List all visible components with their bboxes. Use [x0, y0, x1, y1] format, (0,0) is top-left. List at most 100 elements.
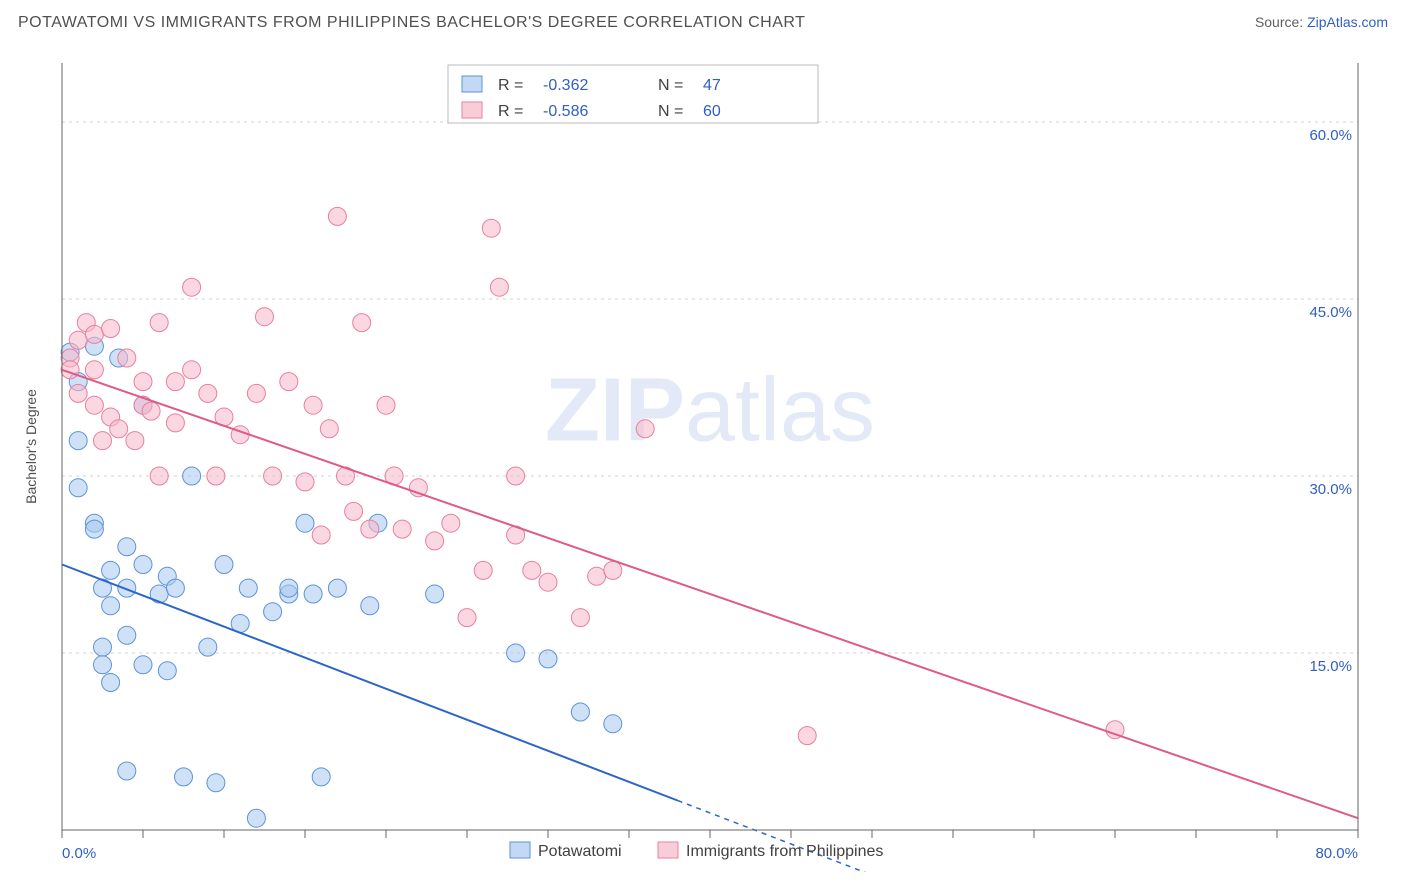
- data-point: [166, 579, 184, 597]
- data-point: [280, 579, 298, 597]
- legend-n-label: N =: [658, 77, 683, 94]
- data-point: [320, 420, 338, 438]
- legend-n-label: N =: [658, 103, 683, 120]
- data-point: [458, 609, 476, 627]
- y-tick-label: 60.0%: [1309, 127, 1352, 144]
- data-point: [85, 361, 103, 379]
- series-legend-label: Potawatomi: [538, 843, 622, 860]
- data-point: [118, 579, 136, 597]
- y-tick-label: 15.0%: [1309, 658, 1352, 675]
- data-point: [442, 514, 460, 532]
- series-legend-swatch: [658, 842, 678, 858]
- data-point: [118, 349, 136, 367]
- data-point: [183, 278, 201, 296]
- data-point: [239, 579, 257, 597]
- chart-title: POTAWATOMI VS IMMIGRANTS FROM PHILIPPINE…: [18, 14, 805, 31]
- x-tick-label: 80.0%: [1315, 845, 1358, 862]
- x-tick-label: 0.0%: [62, 845, 96, 862]
- data-point: [304, 396, 322, 414]
- data-point: [69, 331, 87, 349]
- legend-n-value: 60: [703, 103, 721, 120]
- source-prefix: Source:: [1255, 14, 1307, 30]
- y-axis-label: Bachelor's Degree: [23, 389, 39, 504]
- data-point: [247, 809, 265, 827]
- data-point: [604, 715, 622, 733]
- data-point: [474, 561, 492, 579]
- data-point: [312, 526, 330, 544]
- data-point: [490, 278, 508, 296]
- watermark: ZIPatlas: [545, 361, 875, 461]
- data-point: [571, 703, 589, 721]
- data-point: [539, 650, 557, 668]
- series-legend-label: Immigrants from Philippines: [686, 843, 883, 860]
- data-point: [507, 467, 525, 485]
- series-philippines: [61, 207, 1124, 744]
- data-point: [85, 520, 103, 538]
- legend-n-value: 47: [703, 77, 721, 94]
- data-point: [118, 538, 136, 556]
- data-point: [296, 473, 314, 491]
- data-point: [102, 561, 120, 579]
- trend-ext-potawatomi: [678, 801, 872, 873]
- data-point: [507, 644, 525, 662]
- data-point: [256, 308, 274, 326]
- series-legend-swatch: [510, 842, 530, 858]
- data-point: [604, 561, 622, 579]
- data-point: [118, 626, 136, 644]
- data-point: [361, 520, 379, 538]
- data-point: [166, 373, 184, 391]
- header: POTAWATOMI VS IMMIGRANTS FROM PHILIPPINE…: [18, 14, 1388, 44]
- legend-r-label: R =: [498, 103, 523, 120]
- data-point: [280, 373, 298, 391]
- data-point: [588, 567, 606, 585]
- data-point: [328, 207, 346, 225]
- chart-area: ZIPatlas 0.0% 80.0% 15.0% 30.0% 45.0% 60.0% Bac…: [18, 55, 1388, 872]
- data-point: [85, 325, 103, 343]
- data-point: [312, 768, 330, 786]
- data-point: [377, 396, 395, 414]
- data-point: [94, 432, 112, 450]
- legend-r-label: R =: [498, 77, 523, 94]
- data-point: [102, 674, 120, 692]
- data-point: [85, 396, 103, 414]
- data-point: [199, 638, 217, 656]
- data-point: [134, 656, 152, 674]
- data-point: [304, 585, 322, 603]
- data-point: [264, 603, 282, 621]
- scatter-chart: ZIPatlas 0.0% 80.0% 15.0% 30.0% 45.0% 60.0% Bac…: [18, 55, 1388, 872]
- data-point: [523, 561, 541, 579]
- data-point: [134, 373, 152, 391]
- data-point: [102, 320, 120, 338]
- data-point: [636, 420, 654, 438]
- data-point: [207, 467, 225, 485]
- legend-r-value: -0.586: [543, 103, 588, 120]
- data-point: [264, 467, 282, 485]
- y-tick-label: 45.0%: [1309, 304, 1352, 321]
- data-point: [166, 414, 184, 432]
- data-point: [102, 597, 120, 615]
- data-point: [150, 467, 168, 485]
- data-point: [94, 638, 112, 656]
- data-point: [150, 314, 168, 332]
- data-point: [247, 384, 265, 402]
- data-point: [345, 502, 363, 520]
- y-tick-label: 30.0%: [1309, 481, 1352, 498]
- data-point: [126, 432, 144, 450]
- source-link[interactable]: ZipAtlas.com: [1307, 14, 1388, 30]
- legend-swatch: [462, 76, 482, 92]
- data-point: [482, 219, 500, 237]
- data-point: [296, 514, 314, 532]
- data-point: [118, 762, 136, 780]
- data-point: [158, 662, 176, 680]
- legend-r-value: -0.362: [543, 77, 588, 94]
- data-point: [183, 467, 201, 485]
- data-point: [183, 361, 201, 379]
- data-point: [426, 585, 444, 603]
- data-point: [393, 520, 411, 538]
- data-point: [69, 384, 87, 402]
- data-point: [199, 384, 217, 402]
- data-point: [361, 597, 379, 615]
- legend-swatch: [462, 102, 482, 118]
- data-point: [110, 420, 128, 438]
- data-point: [353, 314, 371, 332]
